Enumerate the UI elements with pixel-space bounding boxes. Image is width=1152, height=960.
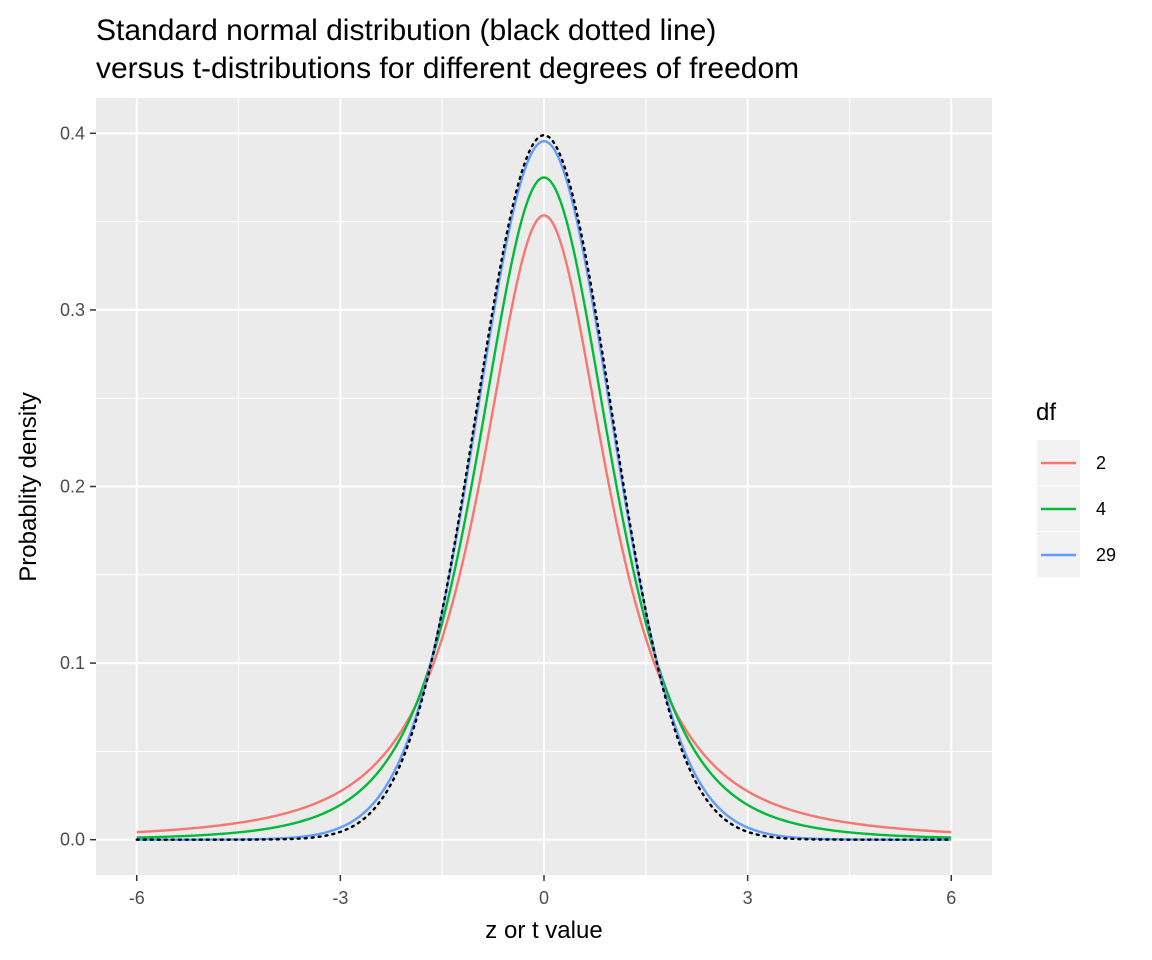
standard-normal-line: [135, 133, 953, 841]
x-tick-label: 3: [743, 888, 753, 908]
legend-label-df-29: 29: [1096, 545, 1116, 565]
legend-items: 2 4 29: [1037, 440, 1116, 577]
x-tick-label: -3: [332, 888, 348, 908]
x-axis-ticks: -6 -3 0 3 6: [129, 875, 956, 908]
y-axis-title: Probablity density: [15, 392, 42, 581]
y-tick-label: 0.3: [60, 300, 85, 320]
chart-title-line-1: Standard normal distribution (black dott…: [96, 14, 716, 47]
legend: df 2 4 29: [1036, 399, 1116, 577]
series-line-df-4: [136, 176, 952, 839]
series-line-df-2: [136, 214, 952, 834]
reference-layer: [135, 133, 953, 841]
y-tick-label: 0.2: [60, 477, 85, 497]
chart-title-line-2: versus t-distributions for different deg…: [96, 52, 799, 85]
legend-title: df: [1036, 399, 1056, 426]
legend-label-df-4: 4: [1096, 499, 1106, 519]
x-axis-title: z or t value: [485, 917, 602, 944]
grid-major: [96, 98, 992, 875]
y-tick-label: 0.1: [60, 653, 85, 673]
y-axis-ticks: 0.0 0.1 0.2 0.3 0.4: [60, 123, 96, 850]
y-tick-label: 0.4: [60, 123, 85, 143]
x-tick-label: 0: [539, 888, 549, 908]
x-tick-label: -6: [129, 888, 145, 908]
x-tick-label: 6: [946, 888, 956, 908]
legend-label-df-2: 2: [1096, 453, 1106, 473]
y-tick-label: 0.0: [60, 830, 85, 850]
